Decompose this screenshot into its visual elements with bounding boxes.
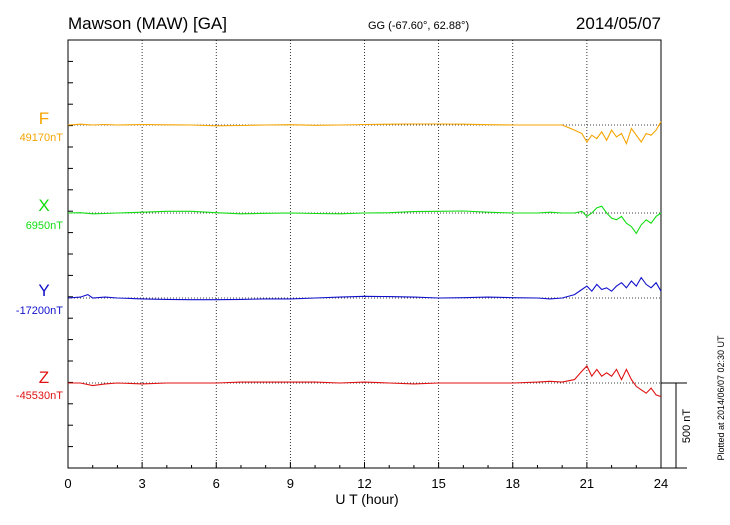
scale-bar-label: 500 nT bbox=[681, 409, 693, 444]
left-axis-ticks bbox=[68, 39, 73, 469]
series-z: Z -45530nT bbox=[16, 365, 662, 402]
coordinates-label: GG (-67.60°, 62.88°) bbox=[368, 20, 469, 32]
series-baseline-label-z: -45530nT bbox=[16, 390, 63, 402]
plotted-at-note: Plotted at 2014/06/07 02:30 UT bbox=[716, 335, 726, 461]
series-baseline-label-x: 6950nT bbox=[26, 220, 64, 232]
station-title: Mawson (MAW) [GA] bbox=[68, 14, 227, 33]
date-label: 2014/05/07 bbox=[576, 14, 661, 33]
series-baseline-label-y: -17200nT bbox=[16, 305, 63, 317]
x-axis-label: U T (hour) bbox=[335, 491, 398, 507]
series-group: F 49170nT X 6950nT Y -17200nT Z -45530nT bbox=[16, 109, 662, 402]
series-line-f bbox=[67, 121, 662, 146]
x-tick-label-21: 21 bbox=[580, 476, 594, 491]
series-y: Y -17200nT bbox=[16, 276, 662, 317]
x-tick-label-12: 12 bbox=[357, 476, 371, 491]
series-name-x: X bbox=[38, 196, 49, 215]
x-tick-label-18: 18 bbox=[506, 476, 520, 491]
x-tick-label-24: 24 bbox=[654, 476, 668, 491]
x-tick-label-0: 0 bbox=[64, 476, 71, 491]
x-axis: 0 3 6 9 12 15 18 21 24 bbox=[64, 462, 668, 491]
x-tick-label-3: 3 bbox=[139, 476, 146, 491]
x-tick-label-9: 9 bbox=[287, 476, 294, 491]
x-tick-label-15: 15 bbox=[431, 476, 445, 491]
series-x: X 6950nT bbox=[26, 196, 662, 235]
series-line-y bbox=[67, 276, 662, 301]
series-f: F 49170nT bbox=[20, 109, 662, 146]
grid-lines bbox=[141, 40, 588, 468]
series-name-f: F bbox=[39, 109, 49, 128]
series-name-z: Z bbox=[39, 368, 49, 387]
x-tick-label-6: 6 bbox=[213, 476, 220, 491]
chart-header: Mawson (MAW) [GA] GG (-67.60°, 62.88°) 2… bbox=[68, 14, 661, 33]
series-line-z bbox=[68, 365, 662, 398]
series-name-y: Y bbox=[38, 281, 49, 300]
series-baseline-label-f: 49170nT bbox=[20, 132, 64, 144]
scale-bar: 500 nT bbox=[661, 382, 693, 469]
series-line-x bbox=[67, 205, 662, 235]
